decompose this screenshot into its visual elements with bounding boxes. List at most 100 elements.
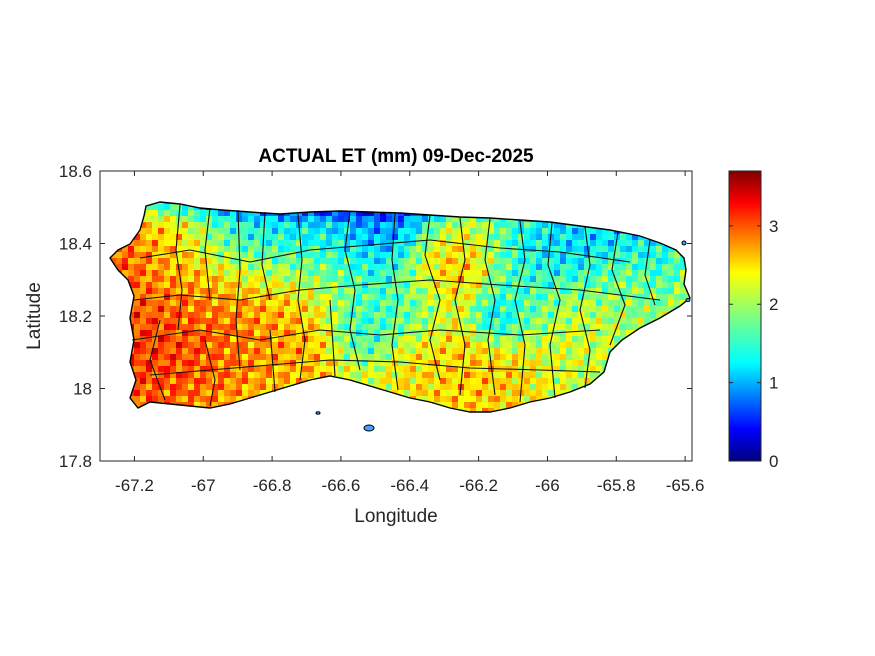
heatmap-cell (566, 234, 573, 241)
heatmap-cell (350, 210, 357, 217)
heatmap-cell (284, 372, 291, 379)
heatmap-cell (458, 276, 465, 283)
heatmap-cell (434, 258, 441, 265)
heatmap-cell (584, 360, 591, 367)
heatmap-cell (182, 366, 189, 373)
heatmap-cell (590, 306, 597, 313)
heatmap-cell (590, 366, 597, 373)
heatmap-cell (242, 210, 249, 217)
heatmap-cell (290, 306, 297, 313)
heatmap-cell (470, 354, 477, 361)
heatmap-cell (632, 312, 639, 319)
heatmap-cell (200, 276, 207, 283)
heatmap-cell (290, 378, 297, 385)
heatmap-cell (248, 336, 255, 343)
heatmap-cell (206, 234, 213, 241)
heatmap-cell (596, 324, 603, 331)
heatmap-cell (380, 300, 387, 307)
heatmap-cell (620, 294, 627, 301)
heatmap-cell (266, 384, 273, 391)
heatmap-cell (362, 270, 369, 277)
heatmap-cell (386, 336, 393, 343)
heatmap-cell (500, 378, 507, 385)
heatmap-cell (530, 288, 537, 295)
heatmap-cell (596, 240, 603, 247)
heatmap-cell (500, 330, 507, 337)
heatmap-cell (302, 282, 309, 289)
heatmap-cell (230, 372, 237, 379)
heatmap-cell (308, 246, 315, 253)
heatmap-cell (482, 294, 489, 301)
heatmap-cell (608, 300, 615, 307)
heatmap-cell (206, 342, 213, 349)
heatmap-cell (320, 288, 327, 295)
heatmap-cell (356, 324, 363, 331)
heatmap-cell (494, 378, 501, 385)
heatmap-cell (194, 306, 201, 313)
heatmap-cell (182, 282, 189, 289)
heatmap-cell (446, 300, 453, 307)
heatmap-cell (530, 336, 537, 343)
heatmap-cell (470, 282, 477, 289)
heatmap-cell (344, 372, 351, 379)
heatmap-cell (350, 276, 357, 283)
heatmap-cell (338, 372, 345, 379)
heatmap-cell (512, 276, 519, 283)
heatmap-cell (362, 282, 369, 289)
heatmap-cell (356, 342, 363, 349)
heatmap-cell (188, 234, 195, 241)
heatmap-cell (128, 258, 135, 265)
heatmap-cell (278, 294, 285, 301)
heatmap-cell (272, 300, 279, 307)
heatmap-cell (476, 288, 483, 295)
heatmap-cell (200, 270, 207, 277)
heatmap-cell (290, 222, 297, 229)
heatmap-cell (374, 252, 381, 259)
heatmap-cell (404, 276, 411, 283)
heatmap-cell (338, 294, 345, 301)
heatmap-cell (686, 294, 690, 301)
heatmap-cell (596, 228, 603, 235)
heatmap-cell (164, 330, 171, 337)
heatmap-cell (572, 384, 579, 391)
heatmap-cell (272, 342, 279, 349)
heatmap-cell (386, 348, 393, 355)
heatmap-cell (656, 282, 663, 289)
heatmap-cell (320, 270, 327, 277)
heatmap-cell (410, 312, 417, 319)
heatmap-cell (566, 288, 573, 295)
heatmap-cell (536, 282, 543, 289)
heatmap-cell (320, 264, 327, 271)
heatmap-cell (512, 222, 519, 229)
heatmap-cell (368, 312, 375, 319)
heatmap-cell (200, 330, 207, 337)
heatmap-cell (296, 216, 303, 223)
heatmap-cell (524, 222, 531, 229)
heatmap-cell (350, 360, 357, 367)
heatmap-cell (158, 378, 165, 385)
heatmap-cell (584, 378, 591, 385)
heatmap-cell (236, 330, 243, 337)
heatmap-cell (206, 312, 213, 319)
heatmap-cell (620, 288, 627, 295)
heatmap-cell (218, 288, 225, 295)
heatmap-cell (206, 282, 213, 289)
heatmap-cell (452, 360, 459, 367)
heatmap-cell (206, 276, 213, 283)
heatmap-cell (308, 288, 315, 295)
x-tick-label: -66 (535, 476, 560, 495)
heatmap-cell (272, 294, 279, 301)
heatmap-cell (572, 264, 579, 271)
heatmap-cell (566, 384, 573, 391)
heatmap-cell (524, 276, 531, 283)
heatmap-cell (458, 360, 465, 367)
heatmap-cell (560, 306, 567, 313)
heatmap-cell (254, 246, 261, 253)
heatmap-cell (140, 228, 147, 235)
heatmap-cell (488, 270, 495, 277)
heatmap-cell (134, 324, 141, 331)
heatmap-cell (242, 384, 249, 391)
heatmap-cell (638, 234, 645, 241)
heatmap-cell (572, 366, 579, 373)
heatmap-cell (392, 312, 399, 319)
